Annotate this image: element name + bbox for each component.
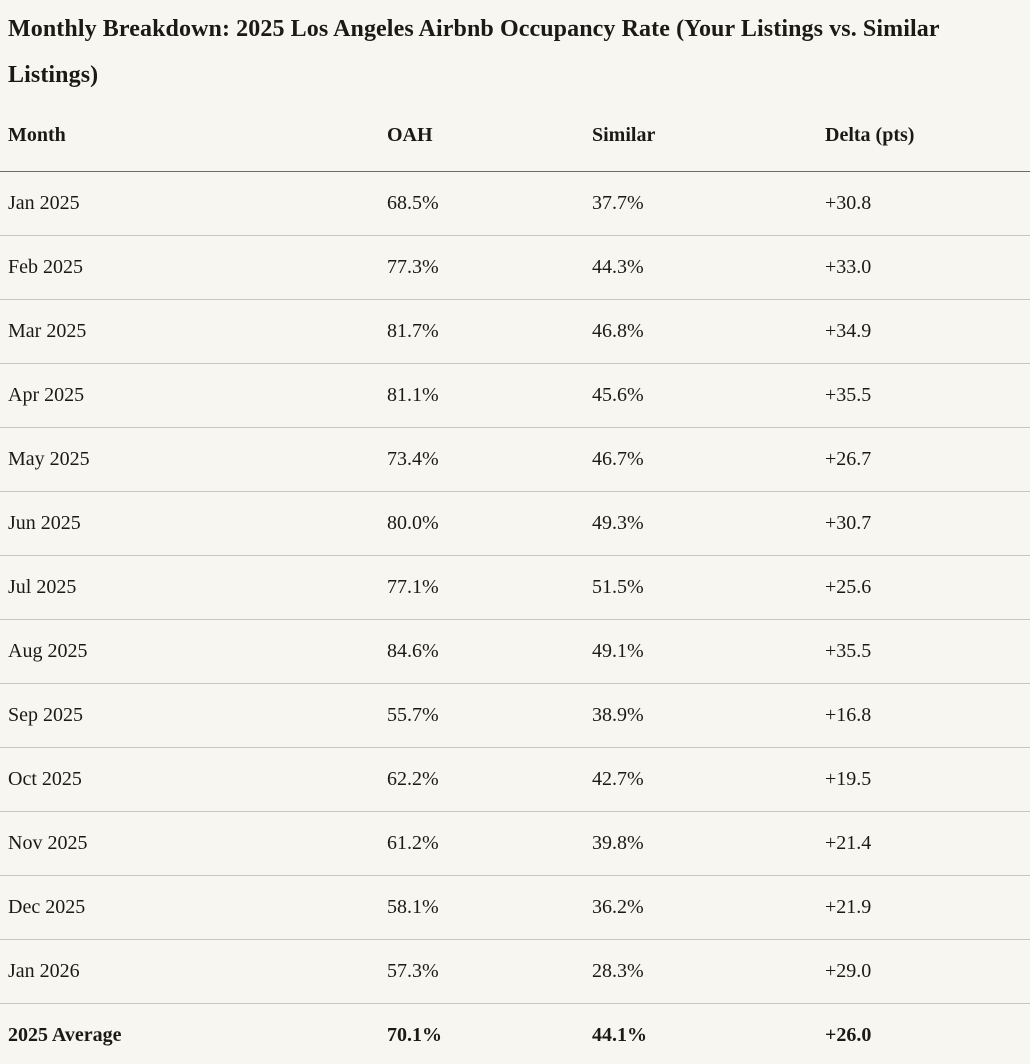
cell-oah: 73.4%	[387, 427, 592, 492]
cell-month: May 2025	[0, 427, 387, 492]
table-row: Oct 2025 62.2% 42.7% +19.5	[0, 747, 1030, 812]
cell-similar: 46.7%	[592, 427, 825, 492]
table-row: Sep 2025 55.7% 38.9% +16.8	[0, 683, 1030, 748]
table-row: Dec 2025 58.1% 36.2% +21.9	[0, 875, 1030, 940]
cell-delta: +35.5	[825, 619, 1030, 684]
cell-month: Oct 2025	[0, 747, 387, 812]
cell-oah: 81.1%	[387, 363, 592, 428]
cell-oah: 77.3%	[387, 235, 592, 300]
cell-oah: 55.7%	[387, 683, 592, 748]
table-row: Mar 2025 81.7% 46.8% +34.9	[0, 299, 1030, 364]
cell-delta: +29.0	[825, 939, 1030, 1004]
cell-oah: 80.0%	[387, 491, 592, 556]
cell-month: Jul 2025	[0, 555, 387, 620]
cell-oah: 57.3%	[387, 939, 592, 1004]
cell-month: Mar 2025	[0, 299, 387, 364]
cell-month: Nov 2025	[0, 811, 387, 876]
cell-month: Jan 2026	[0, 939, 387, 1004]
column-header-delta: Delta (pts)	[825, 102, 1030, 172]
table-row: Jan 2025 68.5% 37.7% +30.8	[0, 171, 1030, 236]
cell-similar: 46.8%	[592, 299, 825, 364]
cell-similar: 44.3%	[592, 235, 825, 300]
column-header-month: Month	[0, 102, 387, 172]
page-title: Monthly Breakdown: 2025 Los Angeles Airb…	[8, 16, 940, 88]
cell-oah: 84.6%	[387, 619, 592, 684]
cell-delta: +35.5	[825, 363, 1030, 428]
cell-oah: 81.7%	[387, 299, 592, 364]
table-row: Feb 2025 77.3% 44.3% +33.0	[0, 235, 1030, 300]
cell-month: Apr 2025	[0, 363, 387, 428]
table-footer-row-average: 2025 Average 70.1% 44.1% +26.0	[0, 1004, 1030, 1064]
cell-similar: 49.3%	[592, 491, 825, 556]
cell-month: Sep 2025	[0, 683, 387, 748]
table-row: Apr 2025 81.1% 45.6% +35.5	[0, 363, 1030, 428]
table-header-row: Month OAH Similar Delta (pts)	[0, 102, 1030, 172]
cell-similar: 37.7%	[592, 171, 825, 236]
cell-similar: 36.2%	[592, 875, 825, 940]
cell-oah: 58.1%	[387, 875, 592, 940]
cell-delta: +25.6	[825, 555, 1030, 620]
cell-month: Feb 2025	[0, 235, 387, 300]
cell-similar: 49.1%	[592, 619, 825, 684]
cell-delta: +30.8	[825, 171, 1030, 236]
cell-average-label: 2025 Average	[8, 1024, 122, 1047]
cell-month: Aug 2025	[0, 619, 387, 684]
cell-month: Jan 2025	[0, 171, 387, 236]
table-row: May 2025 73.4% 46.7% +26.7	[0, 427, 1030, 492]
cell-oah: 77.1%	[387, 555, 592, 620]
cell-delta: +30.7	[825, 491, 1030, 556]
table-row: Nov 2025 61.2% 39.8% +21.4	[0, 811, 1030, 876]
cell-delta: +21.9	[825, 875, 1030, 940]
cell-similar: 45.6%	[592, 363, 825, 428]
cell-oah: 68.5%	[387, 171, 592, 236]
table-row: Jul 2025 77.1% 51.5% +25.6	[0, 555, 1030, 620]
cell-oah: 62.2%	[387, 747, 592, 812]
cell-similar: 28.3%	[592, 939, 825, 1004]
cell-similar: 39.8%	[592, 811, 825, 876]
cell-average-delta: +26.0	[825, 1024, 872, 1047]
column-header-similar: Similar	[592, 102, 825, 172]
occupancy-table: Month OAH Similar Delta (pts) Jan 2025 6…	[0, 102, 1030, 1064]
table-row: Jan 2026 57.3% 28.3% +29.0	[0, 939, 1030, 1004]
column-header-oah: OAH	[387, 102, 592, 172]
cell-month: Jun 2025	[0, 491, 387, 556]
cell-delta: +33.0	[825, 235, 1030, 300]
cell-similar: 38.9%	[592, 683, 825, 748]
cell-similar: 51.5%	[592, 555, 825, 620]
cell-delta: +21.4	[825, 811, 1030, 876]
cell-average-oah: 70.1%	[387, 1024, 442, 1047]
table-row: Aug 2025 84.6% 49.1% +35.5	[0, 619, 1030, 684]
cell-average-similar: 44.1%	[592, 1024, 647, 1047]
table-row: Jun 2025 80.0% 49.3% +30.7	[0, 491, 1030, 556]
cell-delta: +34.9	[825, 299, 1030, 364]
cell-delta: +16.8	[825, 683, 1030, 748]
cell-delta: +19.5	[825, 747, 1030, 812]
cell-month: Dec 2025	[0, 875, 387, 940]
cell-similar: 42.7%	[592, 747, 825, 812]
cell-delta: +26.7	[825, 427, 1030, 492]
cell-oah: 61.2%	[387, 811, 592, 876]
